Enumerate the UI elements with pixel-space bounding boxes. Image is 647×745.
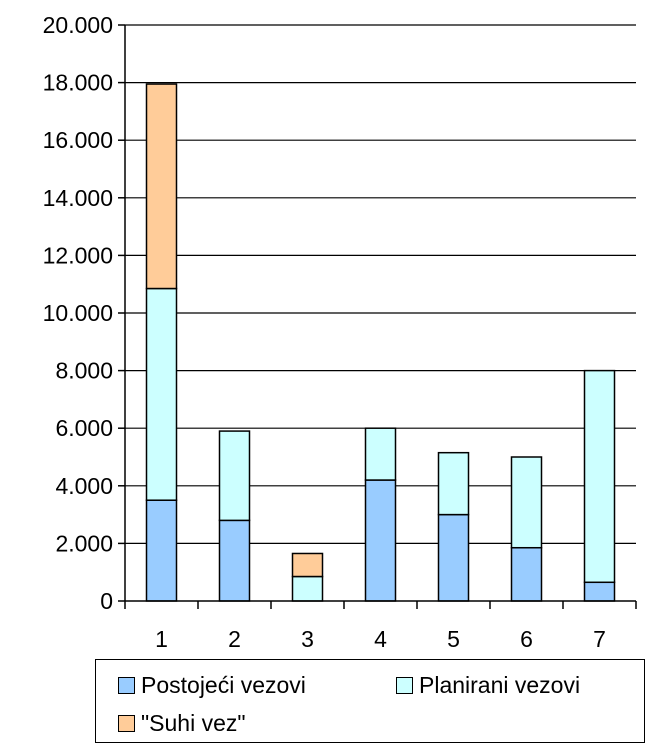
bar-segment [218,519,251,602]
stacked-bar-chart: 0 2.000 4.000 6.000 8.000 10.000 12.000 14.000 1… [43,12,637,652]
bar-segment [583,581,616,602]
y-tick-labels: 0 2.000 4.000 6.000 8.000 10.000 12.000 14.000 1… [43,12,113,614]
y-tick-label: 12.000 [43,242,113,268]
x-tick-label: 3 [301,626,314,652]
y-tick-label: 18.000 [43,70,113,96]
bars [145,83,616,602]
bar-segment [291,552,324,578]
y-tick-label: 8.000 [55,358,113,384]
bar-segment [291,575,324,602]
y-tick-label: 4.000 [55,473,113,499]
gridlines [125,24,636,545]
y-tick-label: 16.000 [43,127,113,153]
bar-segment [145,287,178,501]
legend-item-postojeci: Postojeći vezovi [118,672,306,699]
y-tick-label: 0 [100,588,113,614]
bar-segment [510,546,543,602]
legend-swatch-postojeci [118,677,135,694]
legend-swatch-planirani [396,677,413,694]
bar-segment [364,427,397,481]
y-tick-label: 2.000 [55,530,113,556]
x-tick-label: 6 [520,626,533,652]
bar-segment [437,513,470,602]
legend-label-postojeci: Postojeći vezovi [141,672,306,698]
y-tick-label: 20.000 [43,12,113,38]
axes [118,24,637,609]
x-tick-labels: 1 2 3 4 5 6 7 [155,626,606,652]
legend: Postojeći vezovi Planirani vezovi "Suhi … [95,659,645,743]
x-tick-label: 2 [228,626,241,652]
bar-segment [364,479,397,602]
x-tick-label: 1 [155,626,168,652]
bar-segment [510,456,543,549]
y-tick-label: 6.000 [55,415,113,441]
legend-label-suhi-vez: "Suhi vez" [141,710,246,736]
legend-item-suhi-vez: "Suhi vez" [118,710,246,737]
legend-item-planirani: Planirani vezovi [396,672,580,699]
legend-label-planirani: Planirani vezovi [419,672,581,698]
y-tick-label: 14.000 [43,185,113,211]
bar-segment [437,451,470,516]
bar-segment [218,430,251,522]
y-tick-label: 10.000 [43,300,113,326]
bar-segment [583,369,616,584]
bar-segment [145,83,178,290]
x-tick-label: 4 [374,626,387,652]
x-tick-label: 5 [447,626,460,652]
legend-swatch-suhi-vez [118,715,135,732]
bar-segment [145,499,178,602]
x-tick-label: 7 [593,626,606,652]
